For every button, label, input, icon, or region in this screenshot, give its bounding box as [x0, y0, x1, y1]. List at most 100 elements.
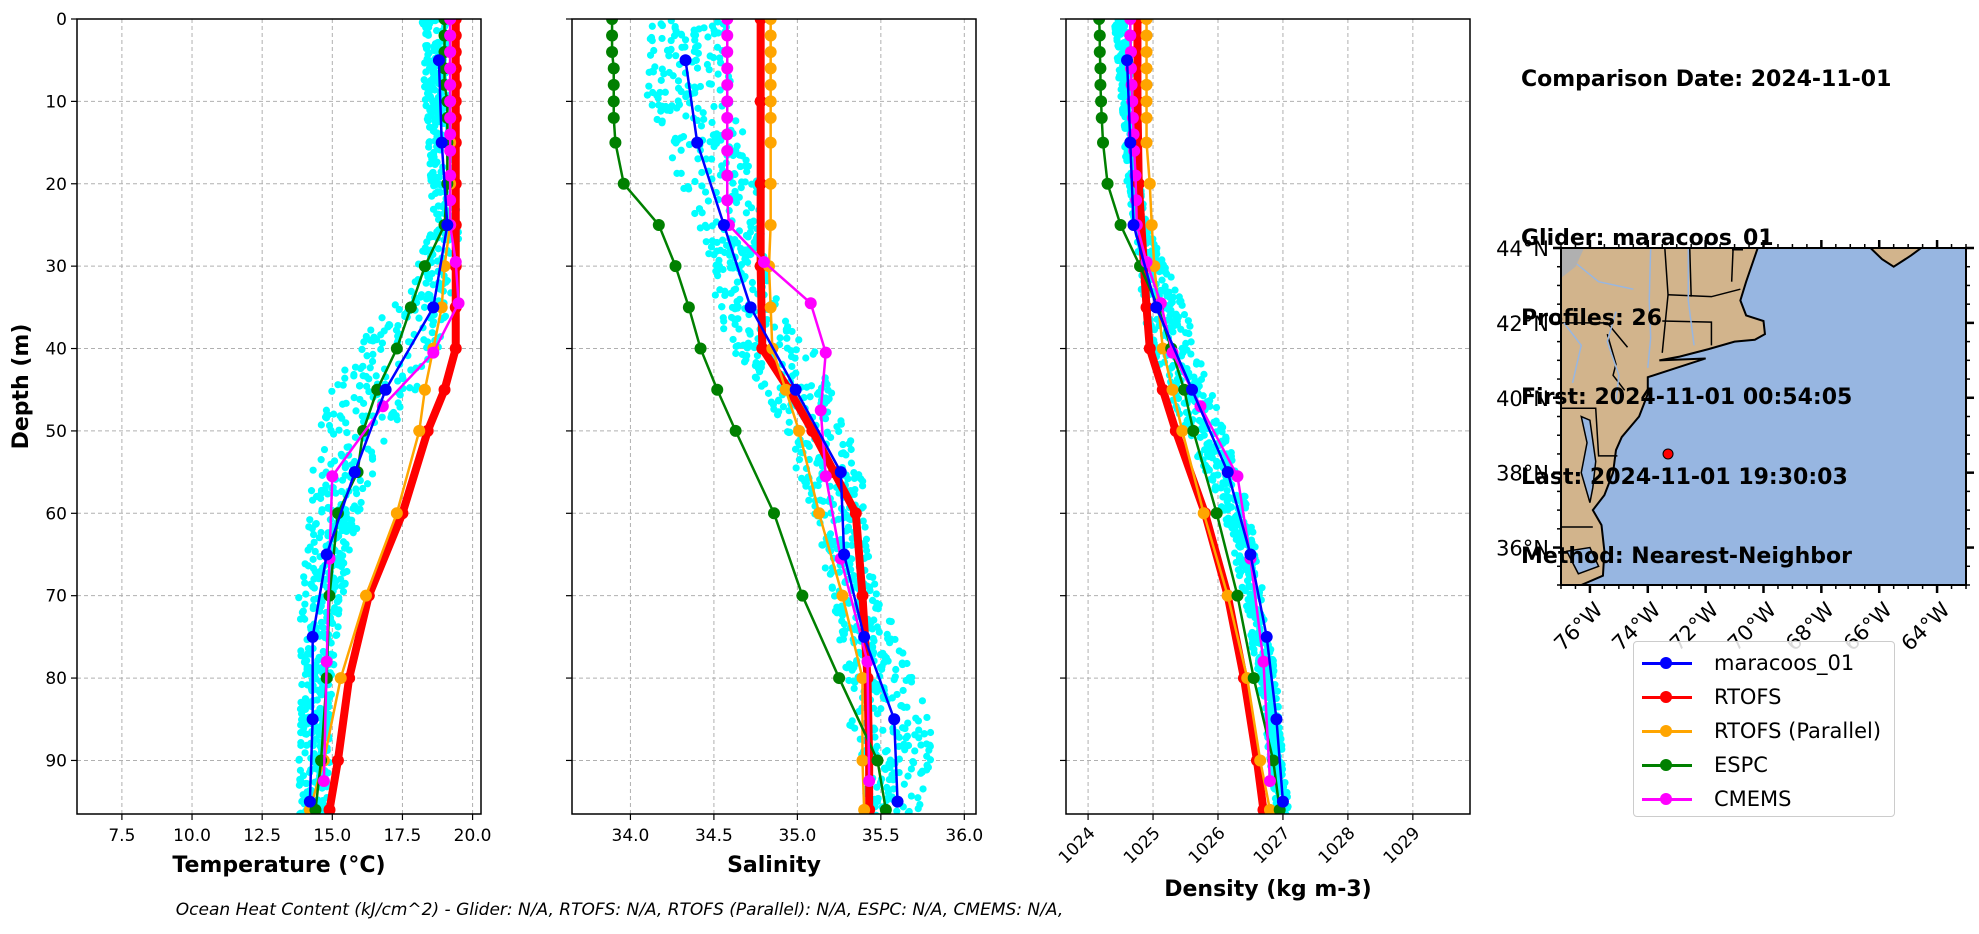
glider-scatter-point	[661, 88, 669, 96]
glider-scatter-point	[323, 815, 330, 822]
glider-scatter-point	[732, 349, 740, 358]
x-axis-label: Density (kg m-3)	[1164, 877, 1372, 902]
glider-scatter-point	[714, 70, 722, 78]
glider-scatter-point	[1169, 328, 1177, 336]
glider-scatter-point	[297, 647, 305, 655]
series-marker	[444, 194, 457, 207]
glider-scatter-point	[429, 102, 437, 110]
glider-scatter-point	[1167, 306, 1175, 314]
glider-scatter-point	[426, 233, 434, 241]
glider-scatter-point	[671, 24, 679, 32]
series-marker	[444, 169, 457, 182]
glider-scatter-point	[433, 129, 441, 137]
glider-scatter-point	[331, 608, 340, 616]
glider-scatter-point	[733, 278, 741, 286]
glider-scatter-point	[407, 366, 415, 374]
series-marker	[1124, 29, 1137, 42]
glider-scatter-point	[711, 291, 719, 299]
series-marker	[1263, 803, 1276, 814]
glider-scatter-point	[367, 326, 375, 334]
glider-scatter-point	[893, 690, 901, 699]
glider-scatter-point	[430, 148, 438, 157]
glider-scatter-point	[848, 661, 856, 670]
glider-scatter-point	[1255, 665, 1263, 674]
glider-scatter-point	[791, 445, 800, 453]
series-marker	[1260, 630, 1273, 643]
glider-scatter-point	[1166, 317, 1175, 325]
series-marker	[444, 111, 457, 124]
series-marker	[320, 548, 333, 561]
plot-area	[606, 19, 935, 814]
glider-scatter-point	[916, 800, 924, 809]
series-marker	[1257, 655, 1270, 668]
glider-scatter-point	[757, 382, 766, 390]
glider-scatter-point	[903, 703, 911, 711]
glider-scatter-point	[1169, 293, 1177, 301]
x-tick-label: 12.5	[243, 826, 281, 846]
glider-scatter-point	[715, 256, 723, 265]
glider-scatter-point	[705, 80, 713, 88]
series-marker	[331, 754, 344, 767]
glider-scatter-point	[742, 209, 750, 217]
glider-scatter-point	[816, 496, 824, 504]
glider-scatter-point	[811, 348, 819, 356]
series-marker	[1093, 45, 1106, 58]
glider-scatter-point	[363, 352, 371, 360]
profile-panel-2: 34.0 34.5 35.0 35.5 36.0 Salinity	[566, 18, 983, 878]
legend: maracoos_01 RTOFS RTOFS (Parallel) ESPC …	[1633, 641, 1895, 817]
glider-scatter-point	[869, 634, 877, 643]
glider-scatter-point	[339, 381, 347, 389]
glider-scatter-point	[845, 676, 853, 685]
glider-scatter-point	[743, 167, 751, 176]
chesapeake-bay	[1580, 415, 1597, 503]
glider-scatter-point	[748, 278, 756, 287]
glider-scatter-point	[1250, 631, 1258, 639]
series-marker	[1166, 383, 1179, 396]
glider-scatter-point	[733, 142, 741, 150]
y-tick-label: 50	[45, 422, 67, 442]
glider-scatter-point	[646, 51, 655, 59]
glider-scatter-point	[360, 399, 368, 407]
glider-scatter-point	[919, 785, 927, 793]
glider-scatter-point	[682, 112, 690, 120]
series-marker	[814, 404, 827, 417]
series-marker	[1124, 136, 1137, 149]
glider-scatter-point	[795, 336, 803, 344]
legend-label: CMEMS	[1714, 787, 1792, 811]
series-marker	[804, 297, 817, 310]
glider-scatter-point	[741, 246, 749, 254]
glider-scatter-point	[432, 107, 440, 116]
glider-scatter-point	[1211, 486, 1219, 494]
glider-scatter-point	[824, 430, 832, 438]
glider-scatter-point	[1113, 36, 1121, 45]
legend-swatch-espc	[1642, 759, 1692, 771]
series-marker	[1140, 45, 1153, 58]
glider-scatter-point	[904, 719, 912, 727]
glider-scatter-point	[331, 582, 340, 591]
series-marker	[1140, 78, 1153, 91]
glider-scatter-point	[406, 384, 414, 392]
series-marker	[1276, 795, 1289, 808]
x-tick-label: 1024	[1055, 823, 1100, 868]
glider-scatter-point	[889, 776, 897, 784]
glider-scatter-point	[826, 570, 834, 578]
series-marker	[764, 45, 777, 58]
series-marker	[348, 466, 361, 479]
series-marker	[607, 78, 620, 91]
glider-scatter-point	[295, 594, 303, 602]
series-marker	[1231, 589, 1244, 602]
glider-scatter-point	[428, 329, 436, 337]
glider-scatter-point	[301, 579, 309, 587]
series-marker	[359, 589, 372, 602]
glider-scatter-point	[828, 583, 836, 591]
glider-scatter-point	[859, 503, 867, 511]
glider-scatter-point	[691, 209, 699, 218]
series-marker	[1101, 177, 1114, 190]
glider-scatter-point	[1258, 584, 1266, 592]
glider-scatter-point	[1232, 512, 1240, 521]
glider-scatter-point	[805, 442, 813, 451]
glider-scatter-point	[847, 459, 856, 467]
glider-scatter-point	[721, 287, 729, 295]
ohc-footer: Ocean Heat Content (kJ/cm^2) - Glider: N…	[175, 900, 1064, 920]
glider-scatter-point	[301, 749, 309, 757]
